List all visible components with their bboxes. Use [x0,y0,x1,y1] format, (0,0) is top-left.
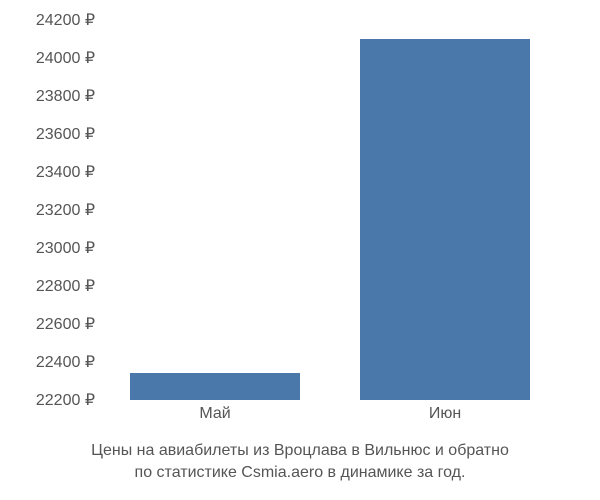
y-tick-label: 23600 ₽ [36,124,95,144]
bar [360,39,530,400]
y-tick-label: 22600 ₽ [36,314,95,334]
caption-line-2: по статистике Csmia.aero в динамике за г… [135,464,466,481]
chart-caption: Цены на авиабилеты из Вроцлава в Вильнюс… [0,440,600,483]
y-tick-label: 23800 ₽ [36,86,95,106]
y-tick-label: 22800 ₽ [36,276,95,296]
y-tick-label: 23000 ₽ [36,238,95,258]
y-tick-label: 23400 ₽ [36,162,95,182]
y-tick-label: 23200 ₽ [36,200,95,220]
plot-area [100,20,560,400]
y-tick-label: 24200 ₽ [36,10,95,30]
x-tick-label: Июн [429,405,461,423]
caption-line-1: Цены на авиабилеты из Вроцлава в Вильнюс… [91,442,509,459]
price-bar-chart: Цены на авиабилеты из Вроцлава в Вильнюс… [0,0,600,500]
bar [130,373,300,400]
y-tick-label: 24000 ₽ [36,48,95,68]
y-tick-label: 22200 ₽ [36,390,95,410]
x-tick-label: Май [199,405,230,423]
y-tick-label: 22400 ₽ [36,352,95,372]
